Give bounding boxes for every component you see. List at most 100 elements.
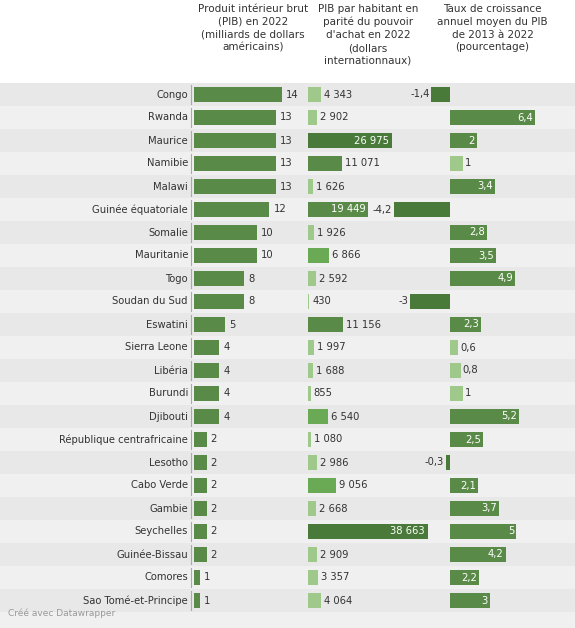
- Text: 10: 10: [261, 251, 274, 261]
- Bar: [450, 386, 463, 401]
- Bar: [194, 409, 219, 424]
- Bar: [308, 570, 319, 585]
- Bar: [450, 409, 519, 424]
- Bar: [194, 386, 219, 401]
- Bar: [194, 593, 200, 608]
- Text: 4 064: 4 064: [324, 595, 352, 605]
- Text: 855: 855: [313, 389, 333, 399]
- Bar: [450, 432, 483, 447]
- Bar: [450, 548, 506, 561]
- Text: 8: 8: [248, 274, 255, 283]
- Text: 19 449: 19 449: [331, 205, 365, 215]
- Bar: [0, 290, 575, 313]
- Text: 4 343: 4 343: [324, 90, 352, 99]
- Bar: [450, 248, 496, 263]
- Bar: [194, 570, 200, 585]
- Text: Maurice: Maurice: [148, 136, 188, 146]
- Text: 6,4: 6,4: [518, 112, 533, 122]
- Text: 1 688: 1 688: [316, 365, 344, 376]
- Bar: [0, 543, 575, 566]
- Text: 3: 3: [482, 595, 488, 605]
- Text: 2,5: 2,5: [465, 435, 481, 445]
- Bar: [308, 548, 317, 561]
- Bar: [431, 87, 450, 102]
- Bar: [308, 202, 369, 217]
- Text: 6 540: 6 540: [331, 411, 360, 421]
- Text: 5,2: 5,2: [501, 411, 517, 421]
- Bar: [450, 133, 477, 148]
- Bar: [308, 409, 328, 424]
- Text: Comores: Comores: [144, 573, 188, 583]
- Text: 2: 2: [468, 136, 474, 146]
- Text: 12: 12: [274, 205, 286, 215]
- Text: 8: 8: [248, 296, 255, 306]
- Text: Soudan du Sud: Soudan du Sud: [113, 296, 188, 306]
- Bar: [194, 548, 206, 561]
- Text: 10: 10: [261, 227, 274, 237]
- Text: 2,8: 2,8: [469, 227, 485, 237]
- Text: 26 975: 26 975: [354, 136, 389, 146]
- Text: Rwanda: Rwanda: [148, 112, 188, 122]
- Bar: [0, 152, 575, 175]
- Bar: [450, 501, 499, 516]
- Text: 0,8: 0,8: [463, 365, 478, 376]
- Text: Produit intérieur brut
(PIB) en 2022
(milliards de dollars
américains): Produit intérieur brut (PIB) en 2022 (mi…: [198, 4, 308, 52]
- Bar: [308, 455, 317, 470]
- Bar: [194, 180, 276, 193]
- Bar: [0, 589, 575, 612]
- Bar: [308, 180, 313, 193]
- Text: 3,5: 3,5: [479, 251, 494, 261]
- Bar: [308, 593, 321, 608]
- Text: 2 909: 2 909: [320, 550, 348, 560]
- Text: 11 071: 11 071: [346, 158, 380, 168]
- Text: 4,2: 4,2: [488, 550, 504, 560]
- Bar: [308, 225, 314, 240]
- Bar: [450, 593, 490, 608]
- Text: 11 156: 11 156: [346, 320, 381, 330]
- Text: Congo: Congo: [156, 90, 188, 99]
- Text: 5: 5: [508, 526, 515, 536]
- Text: 2: 2: [210, 480, 217, 490]
- Text: 4,9: 4,9: [497, 274, 513, 283]
- Bar: [450, 524, 516, 539]
- Bar: [308, 340, 314, 355]
- Text: 38 663: 38 663: [390, 526, 425, 536]
- Bar: [194, 156, 276, 171]
- Bar: [308, 271, 316, 286]
- Bar: [0, 382, 575, 405]
- Text: Taux de croissance
annuel moyen du PIB
de 2013 à 2022
(pourcentage): Taux de croissance annuel moyen du PIB d…: [437, 4, 548, 52]
- Text: 4: 4: [223, 411, 229, 421]
- Bar: [410, 295, 450, 308]
- Text: 13: 13: [279, 112, 292, 122]
- Bar: [0, 405, 575, 428]
- Bar: [194, 133, 276, 148]
- Bar: [0, 244, 575, 267]
- Bar: [308, 156, 342, 171]
- Text: 4: 4: [223, 342, 229, 352]
- Text: PIB par habitant en
parité du pouvoir
d'achat en 2022
(dollars
internationnaux): PIB par habitant en parité du pouvoir d'…: [318, 4, 418, 66]
- Bar: [194, 479, 206, 492]
- Bar: [194, 295, 244, 308]
- Text: 2 668: 2 668: [319, 504, 348, 514]
- Text: 4: 4: [223, 365, 229, 376]
- Text: Seychelles: Seychelles: [135, 526, 188, 536]
- Text: 1: 1: [204, 573, 210, 583]
- Bar: [194, 87, 282, 102]
- Bar: [450, 479, 478, 492]
- Text: 1: 1: [204, 595, 210, 605]
- Bar: [0, 497, 575, 520]
- Bar: [450, 271, 515, 286]
- Bar: [308, 501, 316, 516]
- Text: 13: 13: [279, 158, 292, 168]
- Text: 1 997: 1 997: [317, 342, 346, 352]
- Bar: [194, 524, 206, 539]
- Text: 2: 2: [210, 458, 217, 467]
- Bar: [308, 386, 311, 401]
- Bar: [308, 524, 428, 539]
- Text: Mauritanie: Mauritanie: [135, 251, 188, 261]
- Bar: [308, 479, 336, 492]
- Text: 13: 13: [279, 136, 292, 146]
- Bar: [0, 83, 575, 106]
- Bar: [0, 129, 575, 152]
- Bar: [308, 133, 392, 148]
